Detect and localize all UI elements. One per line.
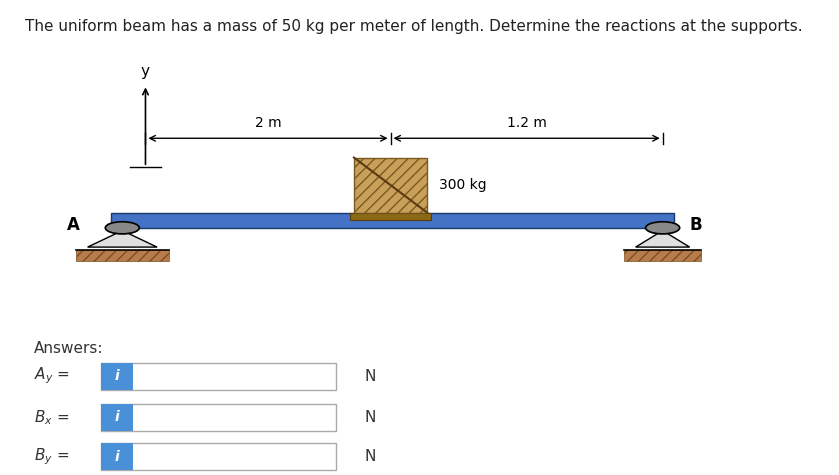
Text: N: N — [365, 449, 377, 464]
FancyBboxPatch shape — [101, 443, 133, 470]
Bar — [350, 213, 431, 219]
Bar — [624, 250, 701, 261]
Text: i: i — [114, 410, 119, 424]
FancyBboxPatch shape — [101, 404, 336, 431]
Text: 1.2 m: 1.2 m — [507, 116, 546, 130]
Bar — [354, 158, 427, 213]
Text: 2 m: 2 m — [255, 116, 281, 130]
Text: 300 kg: 300 kg — [439, 178, 487, 192]
Circle shape — [106, 222, 139, 234]
Polygon shape — [87, 230, 157, 247]
Text: i: i — [114, 450, 119, 464]
FancyBboxPatch shape — [101, 443, 336, 470]
FancyBboxPatch shape — [101, 362, 336, 390]
Polygon shape — [636, 230, 690, 247]
Text: y: y — [141, 64, 150, 79]
Text: The uniform beam has a mass of 50 kg per meter of length. Determine the reaction: The uniform beam has a mass of 50 kg per… — [25, 19, 803, 34]
Bar — [76, 250, 169, 261]
Text: $B_y$ =: $B_y$ = — [34, 446, 69, 467]
Bar — [111, 213, 675, 228]
FancyBboxPatch shape — [101, 404, 133, 431]
Text: $B_x$ =: $B_x$ = — [34, 408, 69, 427]
Text: A: A — [67, 216, 80, 234]
FancyBboxPatch shape — [101, 362, 133, 390]
Circle shape — [646, 222, 680, 234]
Text: $A_y$ =: $A_y$ = — [34, 366, 70, 387]
Text: B: B — [690, 216, 702, 234]
Text: N: N — [365, 410, 377, 425]
Text: i: i — [114, 369, 119, 383]
Bar — [354, 158, 427, 213]
Text: Answers:: Answers: — [34, 341, 103, 356]
Text: N: N — [365, 369, 377, 384]
